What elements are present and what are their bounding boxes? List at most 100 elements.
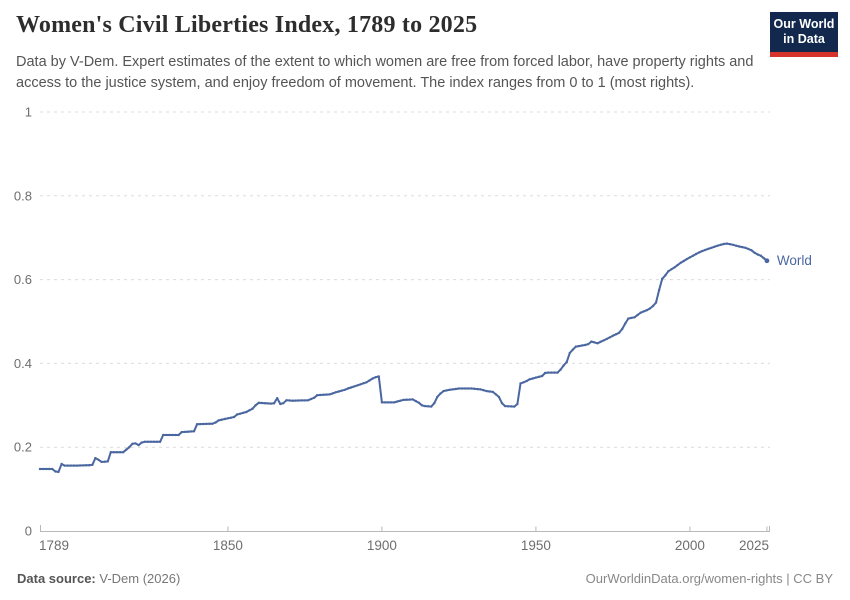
data-point (636, 313, 639, 317)
x-tick-label: 2000 (675, 538, 705, 553)
data-point (710, 246, 713, 249)
data-point (174, 433, 177, 437)
data-point (534, 376, 538, 379)
data-point (722, 242, 725, 246)
data-point (559, 368, 562, 371)
license-link[interactable]: OurWorldinData.org/women-rights | CC BY (585, 571, 833, 586)
data-point (359, 383, 362, 386)
data-point (645, 309, 648, 312)
owid-logo-line1: Our World (773, 16, 835, 31)
data-point (633, 316, 636, 319)
data-point (232, 415, 236, 419)
data-point (282, 402, 285, 405)
data-point (248, 409, 251, 412)
data-point (242, 411, 245, 414)
data-point (118, 451, 122, 454)
data-point (81, 464, 85, 467)
data-point (202, 422, 205, 426)
data-point (402, 398, 405, 402)
data-point (131, 442, 134, 445)
data-point (239, 412, 242, 415)
owid-logo[interactable]: Our World in Data (770, 12, 838, 57)
data-point (155, 440, 159, 443)
data-point (497, 395, 501, 399)
data-point (377, 375, 380, 378)
data-point (670, 268, 673, 271)
data-point (143, 440, 146, 443)
data-point (507, 405, 510, 408)
owid-logo-accent-bar (770, 52, 838, 57)
data-point (596, 342, 599, 345)
data-point (263, 402, 267, 405)
data-point (297, 399, 300, 402)
data-point (276, 397, 279, 400)
data-point (103, 460, 106, 463)
data-point (312, 396, 316, 399)
data-point (614, 333, 618, 336)
data-point (171, 433, 174, 437)
y-tick-label: 0.2 (14, 440, 32, 455)
data-point (654, 301, 658, 304)
y-tick-label: 0.4 (14, 356, 32, 371)
data-point (676, 263, 679, 267)
data-point (54, 470, 57, 473)
data-point (701, 249, 704, 253)
world-line[interactable] (40, 242, 768, 473)
y-tick-label: 0 (25, 524, 32, 539)
data-point (414, 399, 417, 403)
data-point (460, 387, 464, 390)
x-tick-label: 2025 (739, 538, 769, 553)
data-point (94, 456, 97, 460)
data-point (408, 398, 411, 401)
x-tick-label: 1789 (39, 538, 69, 553)
data-point (337, 390, 340, 393)
data-point (346, 387, 350, 390)
data-point (199, 422, 202, 426)
data-point (137, 443, 140, 447)
data-point (667, 270, 670, 273)
data-point (177, 433, 180, 437)
x-tick-label: 1900 (367, 538, 397, 553)
data-point (211, 422, 214, 425)
data-point (673, 266, 676, 269)
data-point (158, 440, 162, 443)
data-point (134, 442, 137, 445)
data-point (88, 464, 91, 467)
data-point (189, 430, 193, 433)
data-point (543, 371, 547, 375)
data-point (584, 343, 587, 347)
data-point (41, 467, 45, 471)
data-point (254, 404, 257, 407)
data-point (322, 393, 325, 396)
data-source-label: Data source: (17, 571, 96, 586)
data-point (741, 245, 744, 249)
data-point (214, 421, 217, 424)
data-point (587, 342, 590, 346)
data-point (466, 387, 470, 390)
data-point (731, 243, 735, 246)
data-point (426, 405, 430, 408)
data-point (420, 404, 424, 407)
data-point (325, 393, 328, 396)
data-point (476, 387, 479, 391)
data-source-value: V-Dem (2026) (95, 571, 181, 586)
page-title: Women's Civil Liberties Index, 1789 to 2… (16, 12, 478, 38)
data-point (577, 344, 581, 348)
data-source: Data source: V-Dem (2026) (17, 571, 180, 586)
data-point (716, 244, 719, 247)
data-point (516, 402, 519, 406)
data-point (457, 387, 461, 390)
world-series-label[interactable]: World (777, 253, 812, 268)
data-point (568, 351, 571, 355)
data-point (300, 399, 303, 402)
line-end-dot (764, 258, 770, 264)
data-point (550, 371, 553, 374)
data-point (217, 419, 220, 422)
data-point (651, 304, 655, 308)
owid-logo-line2: in Data (783, 32, 825, 46)
data-point (688, 256, 692, 259)
data-point (353, 385, 356, 388)
data-point (251, 407, 254, 410)
data-point (195, 423, 199, 426)
data-point (309, 397, 313, 401)
